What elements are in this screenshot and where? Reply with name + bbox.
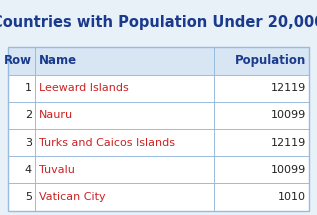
- Text: 4: 4: [25, 165, 32, 175]
- Text: Name: Name: [39, 54, 77, 68]
- Text: 2: 2: [25, 110, 32, 120]
- Text: Row: Row: [4, 54, 32, 68]
- Text: Tuvalu: Tuvalu: [39, 165, 75, 175]
- Text: Population: Population: [235, 54, 306, 68]
- Bar: [8, 75, 309, 102]
- Bar: [8, 156, 309, 183]
- Bar: [8, 129, 309, 156]
- Bar: [8, 102, 309, 129]
- Bar: [8, 47, 309, 211]
- Text: Countries with Population Under 20,000: Countries with Population Under 20,000: [0, 15, 317, 30]
- Text: 3: 3: [25, 138, 32, 148]
- Text: 5: 5: [25, 192, 32, 202]
- Text: 10099: 10099: [271, 110, 306, 120]
- Bar: [8, 183, 309, 211]
- Text: Leeward Islands: Leeward Islands: [39, 83, 129, 93]
- Text: Nauru: Nauru: [39, 110, 73, 120]
- Text: 12119: 12119: [271, 83, 306, 93]
- Text: 1: 1: [25, 83, 32, 93]
- Text: 10099: 10099: [271, 165, 306, 175]
- Bar: [8, 47, 309, 211]
- Text: 1010: 1010: [278, 192, 306, 202]
- Bar: [8, 47, 309, 75]
- Text: 12119: 12119: [271, 138, 306, 148]
- Text: Turks and Caicos Islands: Turks and Caicos Islands: [39, 138, 175, 148]
- Text: Vatican City: Vatican City: [39, 192, 106, 202]
